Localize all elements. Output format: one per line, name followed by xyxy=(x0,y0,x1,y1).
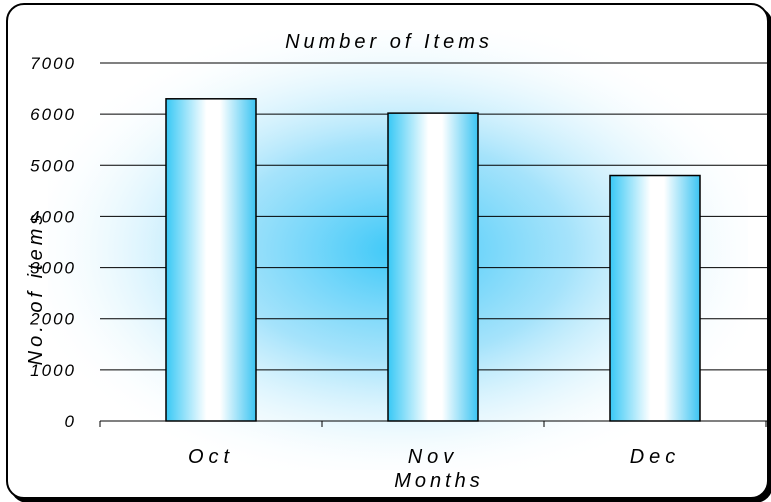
y-tick-label: 0 xyxy=(65,412,76,431)
y-tick-label: 5000 xyxy=(30,156,76,175)
x-axis-label: Months xyxy=(394,470,484,492)
y-tick-label: 2000 xyxy=(29,310,76,329)
bars xyxy=(165,98,701,422)
y-tick-labels: 0 1000 2000 3000 4000 5000 6000 7000 xyxy=(29,54,76,431)
y-tick-label: 7000 xyxy=(30,54,76,73)
y-axis-label: No. of items xyxy=(25,211,47,366)
x-tick-labels: Oct Nov Dec xyxy=(188,446,681,468)
y-tick-label: 1000 xyxy=(30,361,76,380)
bar xyxy=(609,174,701,422)
y-tick-label: 6000 xyxy=(30,105,76,124)
bar xyxy=(387,112,479,422)
x-tick-label: Oct xyxy=(188,446,234,468)
x-tick-label: Dec xyxy=(630,446,681,468)
y-tick-label: 4000 xyxy=(30,207,76,226)
chart-frame: 0 1000 2000 3000 4000 5000 6000 7000 Oct Nov Dec … xyxy=(6,3,769,499)
x-tick-label: Nov xyxy=(408,446,459,468)
bar xyxy=(165,98,257,422)
chart-title: Number of Items xyxy=(285,31,493,53)
y-tick-label: 3000 xyxy=(30,259,76,278)
